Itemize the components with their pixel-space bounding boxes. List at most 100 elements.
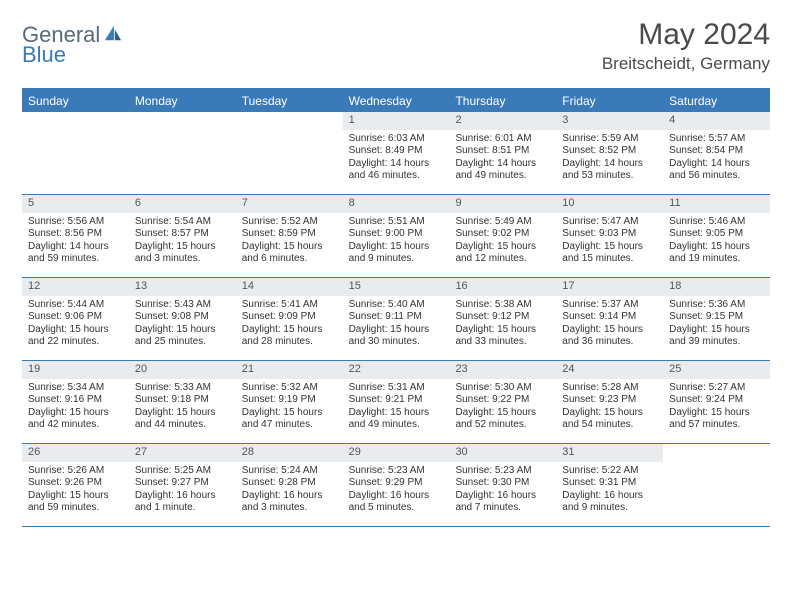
day-body: Sunrise: 5:59 AMSunset: 8:52 PMDaylight:… xyxy=(556,130,663,188)
sunrise-text: Sunrise: 5:36 AM xyxy=(669,299,764,312)
dow-cell: Thursday xyxy=(449,90,556,112)
daylight-line2: and 22 minutes. xyxy=(28,336,123,349)
empty-day xyxy=(129,112,236,194)
day-number: 12 xyxy=(22,278,129,296)
daylight-line1: Daylight: 15 hours xyxy=(669,324,764,337)
empty-day xyxy=(663,444,770,526)
daylight-line2: and 1 minute. xyxy=(135,502,230,515)
day-body: Sunrise: 5:36 AMSunset: 9:15 PMDaylight:… xyxy=(663,296,770,354)
sunset-text: Sunset: 9:11 PM xyxy=(349,311,444,324)
day-number: 9 xyxy=(449,195,556,213)
sunset-text: Sunset: 9:23 PM xyxy=(562,394,657,407)
sunset-text: Sunset: 9:18 PM xyxy=(135,394,230,407)
daylight-line1: Daylight: 15 hours xyxy=(562,241,657,254)
daylight-line2: and 54 minutes. xyxy=(562,419,657,432)
brand-text-blue: Blue xyxy=(22,44,123,66)
day-number: 10 xyxy=(556,195,663,213)
day-cell: 21Sunrise: 5:32 AMSunset: 9:19 PMDayligh… xyxy=(236,361,343,443)
day-body: Sunrise: 6:03 AMSunset: 8:49 PMDaylight:… xyxy=(343,130,450,188)
day-number: 26 xyxy=(22,444,129,462)
day-cell: 24Sunrise: 5:28 AMSunset: 9:23 PMDayligh… xyxy=(556,361,663,443)
daylight-line1: Daylight: 15 hours xyxy=(562,407,657,420)
sunrise-text: Sunrise: 5:28 AM xyxy=(562,382,657,395)
sunset-text: Sunset: 8:56 PM xyxy=(28,228,123,241)
day-number: 17 xyxy=(556,278,663,296)
day-body: Sunrise: 5:23 AMSunset: 9:29 PMDaylight:… xyxy=(343,462,450,520)
day-cell: 31Sunrise: 5:22 AMSunset: 9:31 PMDayligh… xyxy=(556,444,663,526)
sunset-text: Sunset: 9:19 PM xyxy=(242,394,337,407)
daylight-line2: and 19 minutes. xyxy=(669,253,764,266)
daylight-line1: Daylight: 15 hours xyxy=(242,241,337,254)
day-body: Sunrise: 6:01 AMSunset: 8:51 PMDaylight:… xyxy=(449,130,556,188)
day-body: Sunrise: 5:38 AMSunset: 9:12 PMDaylight:… xyxy=(449,296,556,354)
day-body: Sunrise: 5:46 AMSunset: 9:05 PMDaylight:… xyxy=(663,213,770,271)
daylight-line2: and 42 minutes. xyxy=(28,419,123,432)
sunset-text: Sunset: 9:06 PM xyxy=(28,311,123,324)
daylight-line2: and 33 minutes. xyxy=(455,336,550,349)
sunrise-text: Sunrise: 5:40 AM xyxy=(349,299,444,312)
day-body: Sunrise: 5:33 AMSunset: 9:18 PMDaylight:… xyxy=(129,379,236,437)
daylight-line2: and 9 minutes. xyxy=(349,253,444,266)
sunrise-text: Sunrise: 5:44 AM xyxy=(28,299,123,312)
daylight-line1: Daylight: 14 hours xyxy=(562,158,657,171)
week-row: 1Sunrise: 6:03 AMSunset: 8:49 PMDaylight… xyxy=(22,112,770,195)
sunrise-text: Sunrise: 5:59 AM xyxy=(562,133,657,146)
day-number: 6 xyxy=(129,195,236,213)
daylight-line1: Daylight: 15 hours xyxy=(28,324,123,337)
day-cell: 17Sunrise: 5:37 AMSunset: 9:14 PMDayligh… xyxy=(556,278,663,360)
sunrise-text: Sunrise: 5:52 AM xyxy=(242,216,337,229)
sunrise-text: Sunrise: 5:34 AM xyxy=(28,382,123,395)
day-number: 19 xyxy=(22,361,129,379)
daylight-line1: Daylight: 16 hours xyxy=(562,490,657,503)
day-body: Sunrise: 5:22 AMSunset: 9:31 PMDaylight:… xyxy=(556,462,663,520)
dow-cell: Saturday xyxy=(663,90,770,112)
day-cell: 3Sunrise: 5:59 AMSunset: 8:52 PMDaylight… xyxy=(556,112,663,194)
sunset-text: Sunset: 9:16 PM xyxy=(28,394,123,407)
day-number: 2 xyxy=(449,112,556,130)
daylight-line1: Daylight: 15 hours xyxy=(455,407,550,420)
sunrise-text: Sunrise: 6:03 AM xyxy=(349,133,444,146)
day-body: Sunrise: 5:27 AMSunset: 9:24 PMDaylight:… xyxy=(663,379,770,437)
empty-day xyxy=(22,112,129,194)
sunrise-text: Sunrise: 5:38 AM xyxy=(455,299,550,312)
day-number: 13 xyxy=(129,278,236,296)
sunrise-text: Sunrise: 5:46 AM xyxy=(669,216,764,229)
daylight-line1: Daylight: 15 hours xyxy=(28,490,123,503)
day-number: 25 xyxy=(663,361,770,379)
sunrise-text: Sunrise: 5:27 AM xyxy=(669,382,764,395)
daylight-line1: Daylight: 15 hours xyxy=(135,324,230,337)
day-body: Sunrise: 5:41 AMSunset: 9:09 PMDaylight:… xyxy=(236,296,343,354)
sunrise-text: Sunrise: 5:49 AM xyxy=(455,216,550,229)
daylight-line1: Daylight: 15 hours xyxy=(349,324,444,337)
day-body: Sunrise: 5:44 AMSunset: 9:06 PMDaylight:… xyxy=(22,296,129,354)
daylight-line1: Daylight: 15 hours xyxy=(349,241,444,254)
day-cell: 22Sunrise: 5:31 AMSunset: 9:21 PMDayligh… xyxy=(343,361,450,443)
daylight-line2: and 49 minutes. xyxy=(349,419,444,432)
daylight-line1: Daylight: 16 hours xyxy=(455,490,550,503)
sunrise-text: Sunrise: 5:43 AM xyxy=(135,299,230,312)
day-number: 15 xyxy=(343,278,450,296)
sunset-text: Sunset: 9:14 PM xyxy=(562,311,657,324)
day-cell: 14Sunrise: 5:41 AMSunset: 9:09 PMDayligh… xyxy=(236,278,343,360)
week-row: 19 Sunrise: 5:34 AMSunset: 9:16 PM Dayligh… xyxy=(22,361,770,444)
day-body: Sunrise: 5:31 AMSunset: 9:21 PMDaylight:… xyxy=(343,379,450,437)
sunset-text: Sunset: 9:31 PM xyxy=(562,477,657,490)
daylight-line2: and 30 minutes. xyxy=(349,336,444,349)
daylight-line2: and 5 minutes. xyxy=(349,502,444,515)
day-body: Sunrise: 5:40 AMSunset: 9:11 PMDaylight:… xyxy=(343,296,450,354)
day-number: 1 xyxy=(343,112,450,130)
day-body: Sunrise: 5:23 AMSunset: 9:30 PMDaylight:… xyxy=(449,462,556,520)
week-row: 12Sunrise: 5:44 AMSunset: 9:06 PMDayligh… xyxy=(22,278,770,361)
daylight-line2: and 53 minutes. xyxy=(562,170,657,183)
title-block: May 2024 Breitscheidt, Germany xyxy=(602,18,770,74)
day-cell: 26Sunrise: 5:26 AMSunset: 9:26 PMDayligh… xyxy=(22,444,129,526)
day-cell: 15Sunrise: 5:40 AMSunset: 9:11 PMDayligh… xyxy=(343,278,450,360)
day-number: 4 xyxy=(663,112,770,130)
calendar-grid: SundayMondayTuesdayWednesdayThursdayFrid… xyxy=(22,88,770,527)
day-cell: 6Sunrise: 5:54 AMSunset: 8:57 PMDaylight… xyxy=(129,195,236,277)
daylight-line1: Daylight: 14 hours xyxy=(28,241,123,254)
sunrise-text: Sunrise: 5:54 AM xyxy=(135,216,230,229)
day-body: Sunrise: 5:26 AMSunset: 9:26 PMDaylight:… xyxy=(22,462,129,520)
day-body: Sunrise: 5:51 AMSunset: 9:00 PMDaylight:… xyxy=(343,213,450,271)
dow-cell: Tuesday xyxy=(236,90,343,112)
